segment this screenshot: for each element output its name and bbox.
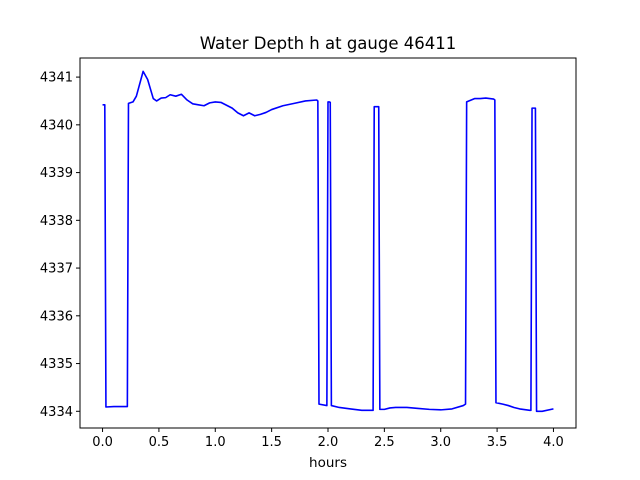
y-tick-label: 4339	[40, 166, 73, 181]
y-tick-label: 4337	[40, 262, 73, 277]
x-axis-label: hours	[309, 455, 347, 471]
x-tick-label: 1.5	[261, 435, 282, 450]
x-tick-label: 0.0	[92, 435, 113, 450]
x-tick-label: 2.0	[318, 435, 339, 450]
x-tick-label: 3.0	[430, 435, 451, 450]
series-line-0	[102, 70, 554, 413]
x-tick-label: 2.5	[374, 435, 395, 450]
x-tick-label: 1.0	[205, 435, 226, 450]
plot-area	[102, 70, 554, 413]
x-tick-label: 3.5	[487, 435, 508, 450]
y-axis: 4334 4335 4336 4337 4338 4339 4340 4341	[40, 71, 80, 420]
y-tick-label: 4340	[40, 118, 73, 133]
x-tick-label: 4.0	[543, 435, 564, 450]
y-tick-label: 4335	[40, 357, 73, 372]
y-tick-label: 4338	[40, 214, 73, 229]
x-tick-label: 0.5	[149, 435, 170, 450]
x-axis: 0.0 0.5 1.0 1.5 2.0 2.5 3.0 3.5 4.0	[92, 428, 564, 450]
y-tick-label: 4341	[40, 71, 73, 86]
y-tick-label: 4334	[40, 405, 73, 420]
y-tick-label: 4336	[40, 309, 73, 324]
chart-title: Water Depth h at gauge 46411	[200, 34, 456, 53]
